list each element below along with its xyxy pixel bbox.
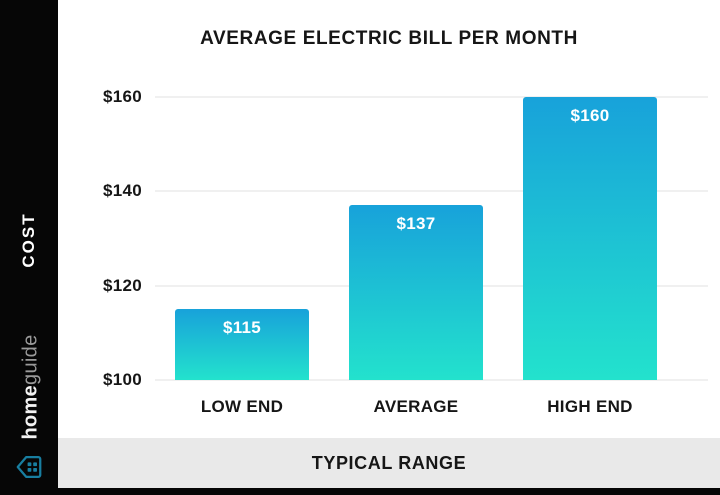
x-axis-category-label: LOW END — [200, 397, 284, 416]
bar-average: $137 — [349, 205, 483, 380]
gridline — [155, 190, 708, 193]
brand-home-text: home — [19, 384, 42, 440]
bar-value-label: $137 — [396, 214, 436, 234]
gridline — [155, 96, 708, 98]
y-axis-tick-label: $140 — [102, 181, 142, 201]
bottom-strip — [0, 488, 720, 495]
bar-low-end: $115 — [175, 309, 309, 380]
sidebar: COST homeguide — [0, 0, 58, 495]
bar-value-label: $160 — [570, 106, 610, 125]
homeguide-house-icon — [16, 456, 42, 478]
x-axis-category-label: HIGH END — [547, 397, 633, 416]
homeguide-wordmark: homeguide — [20, 335, 43, 440]
y-axis-title: COST — [19, 212, 38, 268]
x-axis-title: TYPICAL RANGE — [311, 452, 467, 473]
bar-value-label: $115 — [222, 318, 262, 338]
chart-title: AVERAGE ELECTRIC BILL PER MONTH — [200, 28, 578, 49]
x-axis-category-label: AVERAGE — [373, 397, 459, 416]
y-axis-tick-label: $100 — [102, 370, 142, 389]
bar-high-end: $160 — [523, 97, 657, 380]
footer-band: TYPICAL RANGE — [58, 438, 720, 488]
gridline — [155, 379, 708, 381]
y-axis-tick-label: $120 — [102, 275, 142, 295]
brand-guide-text: guide — [19, 334, 42, 385]
plot-area: $115 $137 $160 — [155, 96, 708, 381]
y-axis-tick-label: $160 — [102, 87, 142, 106]
